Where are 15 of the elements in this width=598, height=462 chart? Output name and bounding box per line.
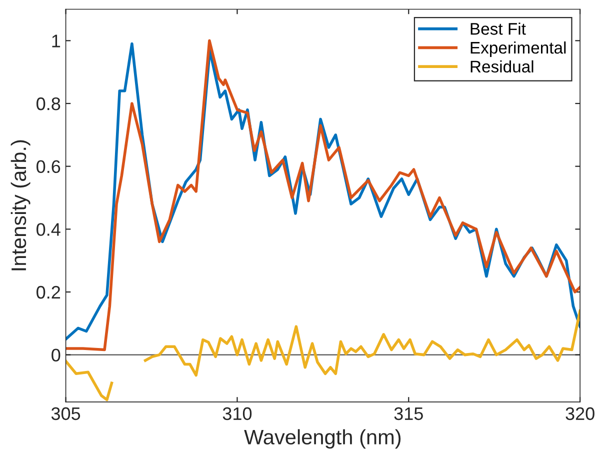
x-tick-label: 320 (566, 407, 594, 420)
y-tick-label: 0.8 (36, 97, 60, 110)
legend-label: Residual (470, 60, 534, 73)
y-tick-label: 0.6 (36, 160, 60, 174)
y-tick-label: 1 (52, 34, 60, 48)
y-tick-label: 0 (52, 348, 60, 362)
y-tick-label: 0.2 (36, 286, 60, 299)
y-axis-title: Intensity (arb.) (10, 140, 30, 270)
x-axis-title: Wavelength (nm) (244, 429, 401, 449)
x-tick-label: 315 (394, 407, 423, 420)
x-tick-label: 305 (51, 407, 80, 420)
x-tick-label: 310 (222, 407, 252, 420)
y-tick-label: 0.4 (36, 223, 60, 236)
legend-label: Experimental (470, 41, 566, 57)
legend-label: Best Fit (470, 22, 526, 35)
